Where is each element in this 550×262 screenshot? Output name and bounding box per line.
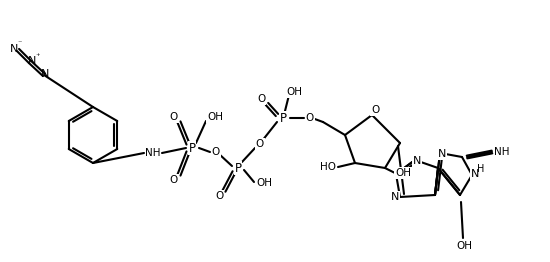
Text: O: O bbox=[257, 94, 265, 104]
Text: O: O bbox=[306, 113, 314, 123]
Text: O: O bbox=[170, 112, 178, 122]
Text: HO: HO bbox=[320, 162, 336, 172]
Text: NH: NH bbox=[494, 147, 510, 157]
Text: N: N bbox=[471, 169, 479, 179]
Text: P: P bbox=[234, 161, 241, 174]
Text: P: P bbox=[279, 112, 287, 124]
Text: P: P bbox=[189, 141, 195, 155]
Text: O: O bbox=[170, 175, 178, 185]
Text: ⁻: ⁻ bbox=[18, 39, 22, 47]
Text: NH: NH bbox=[145, 148, 161, 158]
Text: O: O bbox=[371, 105, 379, 115]
Text: N: N bbox=[391, 192, 399, 202]
Text: N: N bbox=[28, 56, 36, 66]
Text: O: O bbox=[212, 147, 220, 157]
Text: OH: OH bbox=[256, 178, 272, 188]
Text: OH: OH bbox=[456, 241, 472, 251]
Text: N: N bbox=[10, 44, 18, 54]
Text: N: N bbox=[438, 149, 446, 159]
Text: OH: OH bbox=[395, 168, 411, 178]
Text: N: N bbox=[413, 156, 421, 166]
Text: N: N bbox=[41, 69, 49, 79]
Text: H: H bbox=[477, 164, 485, 174]
Text: OH: OH bbox=[286, 87, 302, 97]
Text: OH: OH bbox=[207, 112, 223, 122]
Text: O: O bbox=[256, 139, 264, 149]
Text: O: O bbox=[215, 191, 223, 201]
Text: ⁺: ⁺ bbox=[36, 52, 40, 61]
